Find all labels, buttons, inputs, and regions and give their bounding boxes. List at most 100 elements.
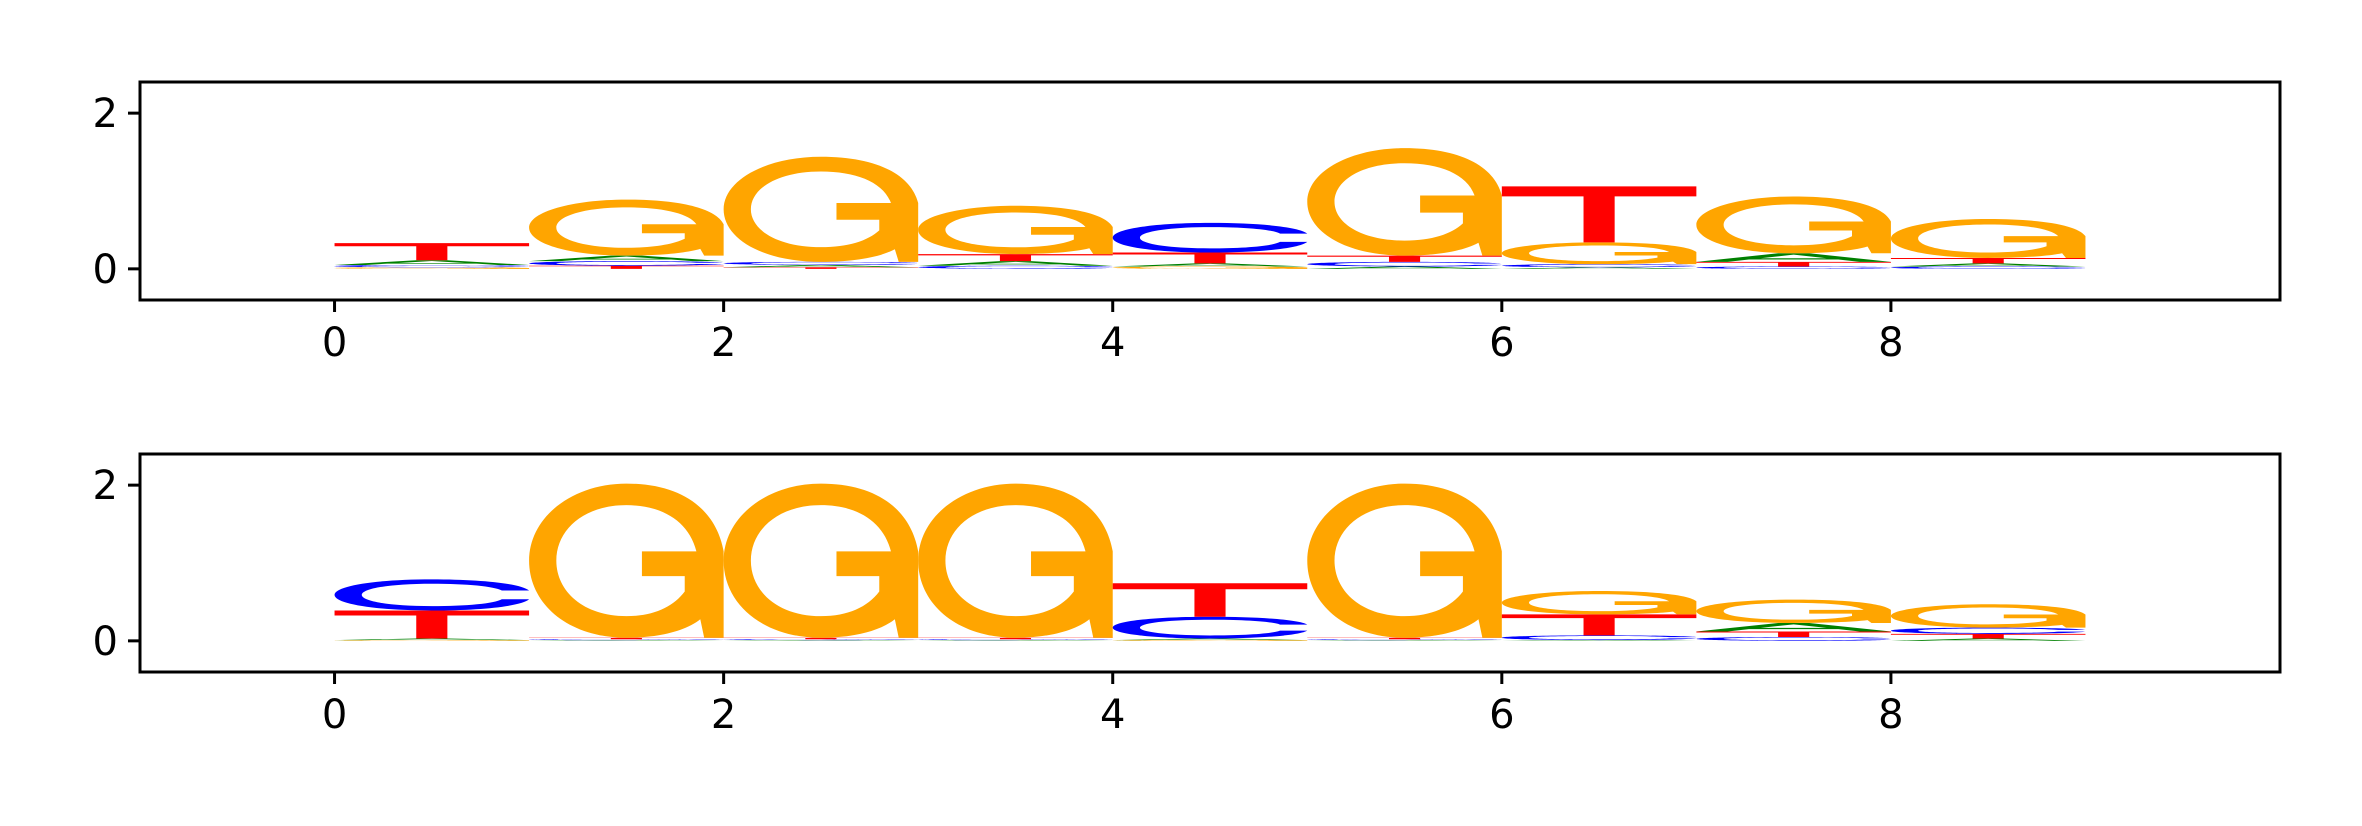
logo-letter-c — [723, 261, 919, 265]
logo-letter-c — [529, 261, 724, 266]
logo-letter-c — [1307, 639, 1502, 641]
logo-panel-bottom: 0 2 4 6 8 0 2 — [93, 452, 2282, 738]
x-axis-top: 0 2 4 6 8 — [322, 300, 1904, 366]
logo-letter-c — [918, 265, 1113, 269]
x-tick-label-8: 8 — [1878, 692, 1903, 738]
logo-letter-a — [1501, 267, 1697, 269]
plot-frame-top — [138, 80, 2282, 302]
logo-letter-g — [334, 640, 530, 641]
logo-letter-a — [918, 261, 1113, 266]
y-axis-top: 0 2 — [93, 91, 140, 293]
x-tick-4: 8 — [1878, 672, 1904, 738]
logo-letter-c — [529, 639, 724, 641]
logo-letter-t — [1696, 261, 1891, 267]
logo-letter-t — [1501, 186, 1697, 243]
logo-letter-t — [918, 637, 1113, 640]
logo-letter-t — [1307, 637, 1502, 640]
logo-letter-a — [1696, 253, 1891, 262]
x-tick-0: 0 — [322, 300, 347, 366]
logo-letter-g — [1501, 591, 1697, 615]
x-tick-3: 6 — [1489, 300, 1515, 366]
logo-letter-g — [918, 483, 1113, 638]
y-tick-label-0: 0 — [93, 247, 118, 293]
logo-letter-g — [1890, 219, 2086, 258]
logo-letter-a — [723, 640, 919, 641]
logo-letter-t — [1890, 257, 2086, 264]
x-tick-label-4: 4 — [1100, 692, 1125, 738]
y-axis-bottom: 0 2 — [93, 463, 140, 665]
logo-letter-g — [1501, 242, 1697, 265]
logo-letter-a — [1890, 638, 2086, 641]
logo-letter-t — [1501, 614, 1697, 636]
x-tick-label-0: 0 — [322, 320, 347, 366]
x-tick-label-8: 8 — [1878, 320, 1903, 366]
plot-frame-bottom — [138, 452, 2282, 674]
logo-letter-a — [529, 640, 724, 641]
logo-letter-g — [1112, 640, 1308, 641]
logo-letter-c — [1112, 222, 1308, 253]
logo-letter-g — [1112, 266, 1308, 269]
logo-letter-g — [1696, 196, 1891, 254]
logo-letter-g — [918, 205, 1113, 255]
x-tick-1: 2 — [711, 672, 736, 738]
logo-letters-bottom — [334, 483, 2086, 641]
logo-letter-c — [1696, 266, 1891, 269]
logo-letter-a — [1112, 638, 1308, 641]
logo-letter-c — [1112, 616, 1308, 639]
logo-letter-g — [723, 483, 919, 638]
x-tick-label-6: 6 — [1489, 320, 1514, 366]
logo-letter-a — [334, 638, 530, 641]
logo-letter-g — [1696, 599, 1891, 623]
logo-letter-c — [918, 639, 1113, 641]
logo-panel-top: 0 2 4 6 8 0 2 — [93, 80, 2282, 366]
logo-letter-g — [1307, 483, 1502, 638]
x-tick-label-4: 4 — [1100, 320, 1125, 366]
logo-letter-t — [1112, 583, 1308, 617]
logo-letter-g — [723, 156, 919, 262]
logo-letter-c — [723, 639, 919, 641]
x-tick-label-2: 2 — [711, 320, 736, 366]
logo-letter-c — [1501, 635, 1697, 641]
y-tick-label-2: 2 — [93, 91, 118, 137]
logo-letter-a — [918, 640, 1113, 641]
x-axis-bottom: 0 2 4 6 8 — [322, 672, 1904, 738]
logo-letter-g — [529, 199, 724, 256]
logo-letter-a — [1501, 640, 1697, 641]
logo-letter-c — [1501, 264, 1697, 268]
x-tick-3: 6 — [1489, 672, 1515, 738]
logo-letter-t — [1696, 631, 1891, 637]
y-tick-1: 2 — [93, 91, 140, 137]
logo-letter-t — [1890, 633, 2086, 639]
y-tick-0: 0 — [93, 619, 140, 665]
logo-letter-t — [723, 637, 919, 640]
logo-letter-g — [334, 267, 530, 269]
x-tick-0: 0 — [322, 672, 347, 738]
logo-letter-t — [918, 254, 1113, 262]
logo-letter-c — [1696, 636, 1891, 641]
logo-letter-a — [334, 260, 530, 265]
logo-letter-c — [334, 264, 530, 268]
x-tick-2: 4 — [1100, 672, 1125, 738]
logo-letter-g — [529, 483, 724, 638]
y-tick-label-2: 2 — [93, 463, 118, 509]
logo-letter-t — [723, 267, 919, 269]
y-tick-1: 2 — [93, 463, 140, 509]
logo-letters-top — [334, 148, 2086, 269]
logo-letter-c — [1890, 266, 2086, 269]
x-tick-1: 2 — [711, 300, 736, 366]
x-tick-label-2: 2 — [711, 692, 736, 738]
logo-letter-t — [334, 610, 530, 639]
x-tick-2: 4 — [1100, 300, 1125, 366]
logo-letter-a — [723, 264, 919, 268]
logo-letter-a — [1307, 640, 1502, 641]
logo-letter-a — [1112, 263, 1308, 267]
logo-letter-a — [1307, 266, 1502, 269]
logo-letter-c — [1307, 261, 1502, 267]
logo-letter-c — [1890, 627, 2086, 634]
logo-letter-t — [334, 243, 530, 261]
logo-letter-t — [1112, 252, 1308, 264]
logo-letter-a — [1890, 263, 2086, 267]
y-tick-label-0: 0 — [93, 619, 118, 665]
logo-letter-t — [529, 265, 724, 269]
logo-letter-g — [1890, 604, 2086, 628]
